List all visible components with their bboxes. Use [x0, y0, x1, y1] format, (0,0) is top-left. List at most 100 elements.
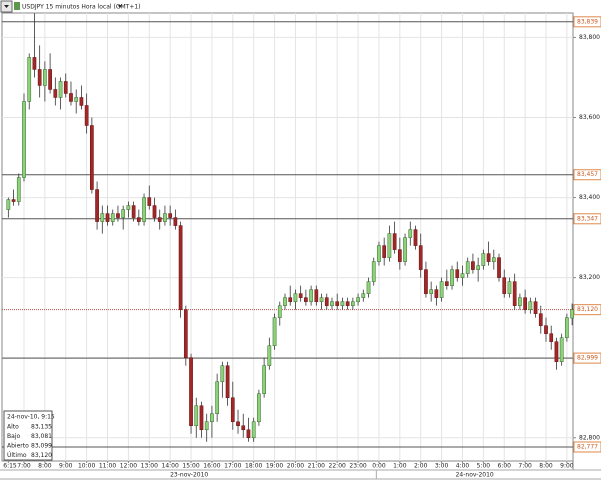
- x-tick-label: 19:00: [266, 463, 283, 470]
- x-tick-label: 21:00: [308, 463, 325, 470]
- x-tick-label: 4:00: [456, 463, 470, 470]
- candle-body: [335, 301, 340, 306]
- candle-body: [502, 277, 507, 294]
- x-tick-label: 3:00: [435, 463, 449, 470]
- candle-body: [168, 213, 173, 218]
- x-tick-label: 2:00: [414, 463, 428, 470]
- candle-body: [314, 289, 319, 302]
- candle-body: [178, 225, 183, 310]
- level-label: 83,347: [577, 215, 598, 222]
- candle-body: [199, 405, 204, 431]
- candle-body: [304, 297, 308, 302]
- x-tick-label: 6:15: [3, 463, 17, 470]
- candle-body: [22, 101, 26, 178]
- candle-body: [183, 309, 188, 358]
- candle-body: [147, 197, 152, 206]
- candle-body: [173, 217, 178, 226]
- info-value: 83,120: [31, 452, 52, 459]
- candle-body: [397, 249, 402, 262]
- candle-body: [392, 233, 397, 250]
- candle-body: [455, 269, 460, 278]
- x-tick-label: 9:00: [560, 463, 574, 470]
- x-tick-label: 6:00: [497, 463, 511, 470]
- candle-body: [79, 97, 84, 106]
- candle-body: [37, 69, 42, 86]
- candle-body: [523, 297, 527, 310]
- level-label-box: [573, 16, 601, 28]
- candle-body: [403, 237, 407, 262]
- candle-body: [471, 261, 475, 270]
- candle-body: [533, 301, 538, 314]
- x-tick-label: 12:00: [120, 463, 137, 470]
- candle-body: [53, 89, 58, 98]
- candle-body: [126, 205, 131, 210]
- x-tick-label: 5:00: [477, 463, 491, 470]
- candle-body: [225, 365, 230, 398]
- candle-body: [330, 301, 334, 306]
- candle-body: [215, 381, 219, 415]
- candle-body: [267, 345, 272, 366]
- candle-body: [439, 281, 444, 298]
- candle-body: [382, 245, 387, 258]
- candle-body: [298, 293, 303, 298]
- x-tick-label: 14:00: [162, 463, 179, 470]
- info-value: 83,081: [31, 433, 52, 440]
- candle-body: [204, 421, 209, 431]
- candle-body: [84, 105, 89, 126]
- candle-body: [413, 229, 418, 246]
- candle-body: [324, 297, 329, 306]
- candle-body: [189, 357, 193, 427]
- candle-body: [518, 297, 522, 306]
- candle-body: [497, 257, 501, 278]
- y-tick-label: 82,800: [579, 434, 600, 441]
- y-tick-label: 83,400: [579, 194, 600, 201]
- candle-body: [152, 205, 157, 218]
- x-tick-label: 15:00: [182, 463, 199, 470]
- y-tick-label: 83,600: [579, 114, 600, 121]
- candle-body: [220, 365, 225, 382]
- x-tick-label: 20:00: [287, 463, 304, 470]
- candle-body: [444, 281, 449, 286]
- title-dropdown[interactable]: [118, 5, 122, 8]
- level-label: 83,457: [577, 171, 598, 178]
- candle-body: [361, 293, 366, 298]
- candle-body: [251, 421, 256, 439]
- candle-body: [345, 301, 350, 306]
- level-label: 82,999: [577, 355, 598, 362]
- info-value: 83,099: [31, 443, 52, 450]
- level-label-box: [573, 352, 601, 364]
- candle-body: [554, 341, 559, 362]
- candle-body: [434, 289, 439, 298]
- candle-body: [371, 261, 376, 282]
- candle-body: [163, 213, 167, 222]
- candle-body: [230, 397, 235, 423]
- candle-body: [429, 289, 434, 294]
- x-tick-label: 17:00: [224, 463, 241, 470]
- candle-body: [69, 93, 73, 102]
- candle-body: [194, 405, 199, 427]
- candle-body: [559, 337, 564, 362]
- candle-body: [257, 393, 261, 423]
- candle-body: [528, 301, 533, 310]
- x-tick-label: 7:00: [17, 463, 31, 470]
- candle-body: [570, 309, 574, 319]
- candle-body: [486, 253, 491, 262]
- level-label-box: [573, 304, 601, 316]
- candle-body: [121, 209, 126, 218]
- candle-body: [465, 261, 470, 274]
- date-label: 24-nov-2010: [456, 472, 494, 479]
- x-tick-label: 8:00: [539, 463, 553, 470]
- candle-body: [157, 217, 162, 222]
- info-date: 24-nov-10, 9:15: [7, 414, 55, 421]
- candle-body: [476, 265, 480, 270]
- candle-body: [293, 293, 298, 302]
- symbol-icon: [14, 2, 20, 10]
- candle-body: [95, 189, 99, 222]
- x-tick-label: 1:00: [393, 463, 407, 470]
- candle-body: [340, 301, 345, 306]
- level-label-box: [573, 169, 601, 181]
- candle-body: [74, 97, 79, 102]
- level-label-box: [573, 441, 601, 453]
- x-tick-label: 22:00: [329, 463, 346, 470]
